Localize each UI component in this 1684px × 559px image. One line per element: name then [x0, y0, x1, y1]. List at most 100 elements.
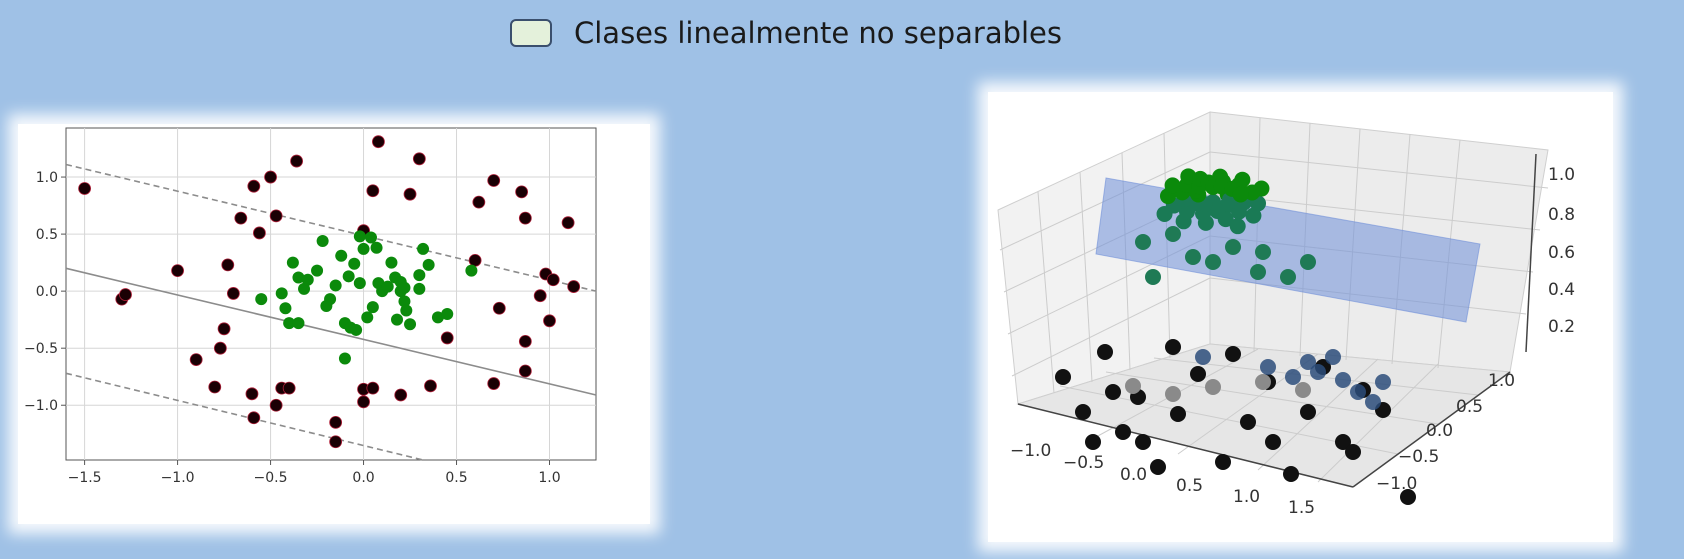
point-low: [1225, 346, 1241, 362]
point-outer-class: [269, 209, 283, 223]
point-high: [1185, 249, 1201, 265]
point-outer-class: [424, 379, 437, 393]
point-outer-class: [403, 187, 417, 201]
point-high: [1232, 186, 1249, 203]
y-axis-line: [1352, 371, 1511, 488]
point-inner-class: [311, 264, 324, 277]
point-high: [1180, 168, 1197, 185]
legend: Clases linealmente no separables: [510, 16, 1062, 50]
point-inner-class: [357, 242, 370, 255]
z-tick-label: 0.8: [1548, 205, 1575, 225]
point-high: [1255, 244, 1271, 260]
point-high: [1165, 226, 1181, 242]
point-low-through-plane: [1285, 369, 1301, 385]
point-outer-class: [394, 388, 408, 402]
point-outer-class: [282, 381, 296, 395]
x-tick-label: 1.0: [538, 470, 560, 486]
point-low: [1085, 434, 1101, 450]
point-inner-class: [350, 323, 363, 336]
point-inner-class: [398, 281, 411, 294]
x-tick-label: 1.0: [1233, 487, 1260, 507]
points-low-group: [1055, 339, 1416, 505]
point-outer-class: [78, 182, 91, 195]
point-inner-class: [385, 256, 398, 269]
point-outer-class: [515, 185, 529, 199]
point-inner-class: [292, 271, 305, 284]
x-tick-label: 0.0: [352, 470, 374, 486]
y-tick-label: 1.0: [1488, 371, 1515, 391]
point-outer-class: [366, 381, 380, 395]
point-outer-class: [189, 353, 203, 367]
point-inner-class: [465, 264, 478, 277]
point-high: [1300, 254, 1316, 270]
point-inner-class: [324, 293, 337, 306]
point-outer-class: [234, 211, 248, 225]
point-low: [1170, 406, 1186, 422]
point-inner-class: [413, 282, 426, 295]
y-tick-label: −0.5: [24, 341, 58, 357]
point-high: [1164, 177, 1181, 194]
point-outer-class: [171, 264, 184, 278]
point-high: [1229, 218, 1246, 235]
point-inner-class: [404, 318, 417, 331]
x-tick-label: 0.5: [1176, 476, 1203, 496]
point-high: [1230, 203, 1247, 220]
point-low-through-plane: [1300, 354, 1316, 370]
point-outer-class: [372, 135, 385, 149]
point-inner-class: [381, 280, 394, 293]
point-low: [1400, 489, 1416, 505]
point-low: [1105, 384, 1121, 400]
y-tick-label: 0.5: [1456, 397, 1483, 417]
point-outer-class: [217, 322, 231, 336]
point-outer-class: [226, 287, 240, 300]
point-low: [1283, 466, 1299, 482]
point-inner-class: [348, 257, 361, 270]
point-outer-class: [492, 301, 506, 315]
point-low: [1165, 339, 1181, 355]
point-inner-class: [400, 304, 413, 317]
point-low: [1075, 404, 1091, 420]
point-high: [1145, 269, 1161, 285]
point-inner-class: [398, 295, 411, 308]
z-tick-label: 0.2: [1548, 317, 1575, 337]
point-high: [1280, 269, 1296, 285]
point-low: [1097, 344, 1113, 360]
margin-line: [65, 372, 424, 461]
point-outer-class: [487, 377, 501, 390]
point-high: [1250, 264, 1266, 280]
point-inner-class: [417, 242, 430, 255]
point-inner-class: [255, 293, 268, 306]
z-tick-label: 0.4: [1548, 280, 1575, 300]
point-low-through-plane: [1260, 359, 1276, 375]
point-inner-class: [391, 313, 404, 326]
x-tick-label: 1.5: [1288, 498, 1315, 518]
point-low-through-plane: [1335, 372, 1351, 388]
point-outer-class: [253, 226, 266, 240]
point-inner-class: [370, 241, 383, 254]
point-outer-class: [245, 387, 259, 401]
point-outer-class: [546, 273, 560, 287]
point-outer-class: [440, 331, 454, 345]
point-outer-class: [472, 195, 486, 209]
point-low-through-plane: [1325, 349, 1341, 365]
point-inner-class: [353, 230, 366, 243]
point-low: [1240, 414, 1256, 430]
y-tick-label: 0.0: [1426, 421, 1453, 441]
point-outer-class: [329, 435, 343, 449]
z-axis-line: [1525, 153, 1537, 353]
point-outer-class: [264, 170, 277, 184]
point-outer-class: [269, 398, 283, 412]
x-tick-label: −0.5: [1063, 453, 1104, 473]
z-tick-label: 1.0: [1548, 165, 1575, 185]
point-low: [1115, 424, 1131, 440]
point-low-through-plane: [1195, 349, 1211, 365]
point-outer-class: [366, 184, 380, 198]
point-outer-class: [119, 288, 132, 301]
y-tick-label: 1.0: [36, 170, 58, 186]
chart-3d-panel: 0.2 0.4 0.6 0.8 1.0 −1.0 −0.5 0.0 0.5 1.0 1.5 −1.0−…: [988, 92, 1613, 542]
chart-2d-scatter: −1.5 −1.0 −0.5 0.0 0.5 1.0 1.0 0.5 0.0 −0.5 −1.0: [24, 127, 597, 486]
point-low: [1135, 434, 1151, 450]
point-inner-class: [316, 234, 329, 247]
point-high: [1225, 239, 1241, 255]
point-low: [1215, 454, 1231, 470]
